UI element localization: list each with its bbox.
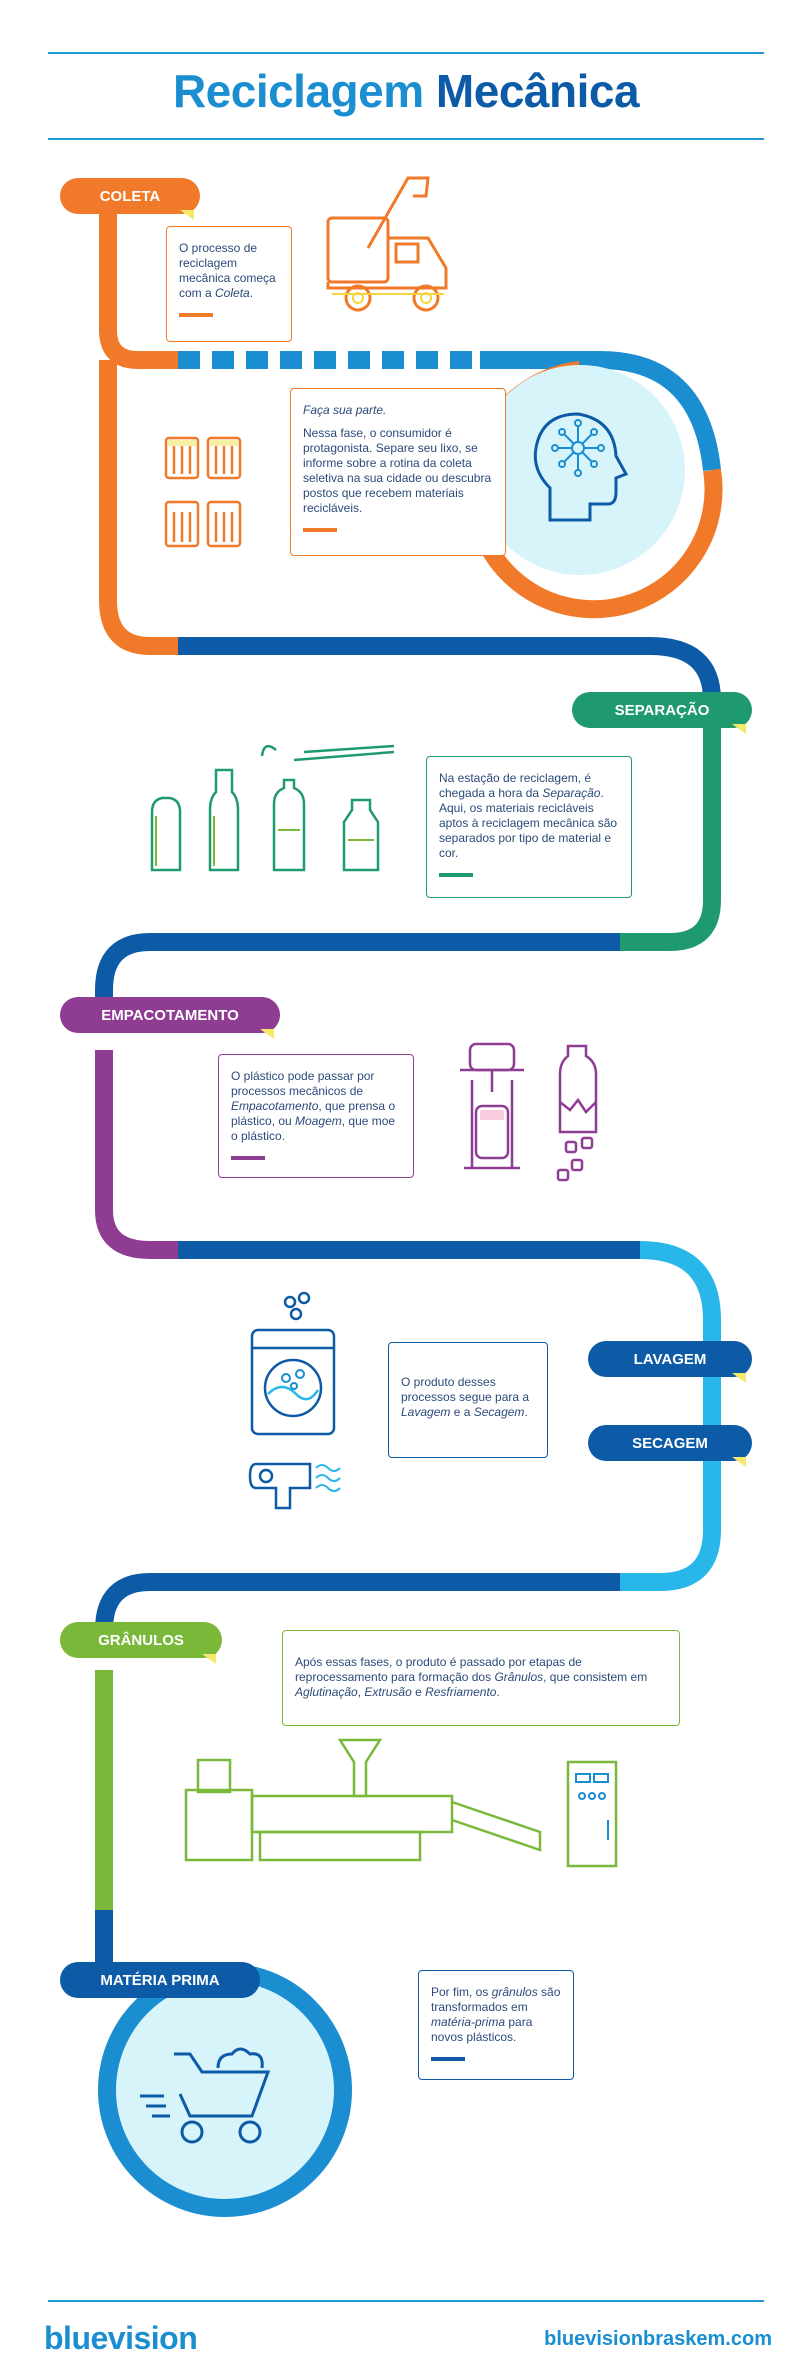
title-word-1: Reciclagem — [172, 65, 424, 117]
materia-bar — [431, 2057, 465, 2061]
separacao-text: Na estação de reciclagem, é chegada a ho… — [439, 771, 592, 800]
dryer-icon — [248, 1462, 341, 1510]
lavagem-text-c: . — [524, 1405, 528, 1419]
empacotamento-bar — [231, 1156, 265, 1160]
lavagem-text-b: e a — [450, 1405, 474, 1419]
label-fold — [202, 1654, 216, 1664]
label-secagem: SECAGEM — [588, 1425, 752, 1467]
materia-em2: matéria-prima — [431, 2015, 506, 2029]
label-fold — [180, 210, 194, 220]
lavagem-em1: Lavagem — [401, 1405, 451, 1419]
label-granulos: GRÂNULOS — [60, 1622, 222, 1664]
empacotamento-em2: Moagem — [295, 1114, 342, 1128]
extruder-icon — [184, 1738, 618, 1868]
granulos-text-d: e — [411, 1685, 426, 1699]
lavagem-textbox: O produto desses processos segue para a … — [388, 1342, 548, 1458]
coleta-text: O processo de reciclagem mecânica começa… — [179, 241, 276, 300]
washer-icon — [250, 1291, 336, 1436]
materia-text-a: Por fim, os — [431, 1985, 492, 1999]
label-fold — [732, 724, 746, 734]
truck-icon — [326, 176, 448, 312]
label-fold — [732, 1373, 746, 1383]
label-separacao: SEPARAÇÃO — [572, 692, 752, 734]
granulos-text-b: , que consistem em — [543, 1670, 648, 1684]
empacotamento-em1: Empacotamento — [231, 1099, 319, 1113]
materia-em1: grânulos — [491, 1985, 538, 1999]
coleta-text-em: Coleta — [215, 286, 250, 300]
header-line-top — [48, 52, 764, 54]
granulos-text-c: , — [357, 1685, 365, 1699]
empacotamento-text-c: , que moe o plástico. — [231, 1114, 396, 1143]
empacotamento-text-a: O plástico pode passar por processos mec… — [231, 1069, 375, 1098]
parte-textbox: Faça sua parte. Nessa fase, o consumidor… — [290, 388, 506, 556]
grinder-icon — [556, 1044, 598, 1182]
label-materia: MATÉRIA PRIMA — [60, 1962, 260, 1998]
granulos-em4: Resfriamento — [425, 1685, 497, 1699]
materia-text-c: para novos plásticos. — [431, 2015, 533, 2044]
page-title: Reciclagem Mecânica — [0, 64, 812, 118]
header-line-bottom — [48, 138, 764, 140]
footer-line — [48, 2300, 764, 2302]
label-coleta: COLETA — [60, 178, 200, 220]
granulos-textbox: Após essas fases, o produto é passado po… — [282, 1630, 680, 1726]
empacotamento-textbox: O plástico pode passar por processos mec… — [218, 1054, 414, 1178]
lavagem-text-a: O produto desses processos segue para a — [401, 1375, 530, 1404]
separacao-text-end: . Aqui, os materiais recicláveis aptos à… — [439, 786, 618, 860]
label-coleta-text: COLETA — [99, 187, 161, 205]
site-link[interactable]: bluevisionbraskem.com — [544, 2328, 772, 2350]
parte-heading: Faça sua parte. — [303, 403, 387, 417]
label-fold — [732, 1457, 746, 1467]
label-materia-text: MATÉRIA PRIMA — [100, 1971, 220, 1989]
granulos-em2: Aglutinação — [295, 1685, 358, 1699]
label-empacotamento-text: EMPACOTAMENTO — [101, 1006, 239, 1024]
coleta-text-end: . — [249, 286, 254, 300]
parte-text: Nessa fase, o consumidor é protagonista.… — [303, 426, 492, 515]
label-fold — [260, 1029, 274, 1039]
granulos-em3: Extrusão — [364, 1685, 412, 1699]
press-icon — [460, 1042, 524, 1170]
granulos-text-a: Após essas fases, o produto é passado po… — [295, 1655, 582, 1684]
label-lavagem-text: LAVAGEM — [633, 1350, 707, 1368]
separacao-textbox: Na estação de reciclagem, é chegada a ho… — [426, 756, 632, 898]
bottles-icon — [150, 744, 395, 872]
separacao-bar — [439, 873, 473, 877]
coleta-textbox: O processo de reciclagem mecânica começa… — [166, 226, 292, 342]
brand-logo: bluevision — [44, 2320, 198, 2356]
coleta-bar — [179, 313, 213, 317]
parte-bar — [303, 528, 337, 532]
granulos-em1: Grânulos — [494, 1670, 544, 1684]
lavagem-em2: Secagem — [473, 1405, 525, 1419]
materia-text-b: são transformados em — [431, 1985, 561, 2014]
label-separacao-text: SEPARAÇÃO — [614, 701, 710, 719]
granulos-text-e: . — [496, 1685, 500, 1699]
label-secagem-text: SECAGEM — [632, 1434, 708, 1452]
trash-bins-icon — [164, 436, 242, 548]
label-granulos-text: GRÂNULOS — [98, 1631, 184, 1649]
empacotamento-text-b: , que prensa o plástico, ou — [231, 1099, 396, 1128]
title-word-2: Mecânica — [435, 65, 640, 117]
wheelbarrow-icon — [140, 2047, 271, 2144]
separacao-text-em: Separação — [542, 786, 601, 800]
label-lavagem: LAVAGEM — [588, 1341, 752, 1383]
materia-textbox: Por fim, os grânulos são transformados e… — [418, 1970, 574, 2080]
head-network-icon — [533, 412, 629, 522]
label-empacotamento: EMPACOTAMENTO — [60, 997, 280, 1039]
